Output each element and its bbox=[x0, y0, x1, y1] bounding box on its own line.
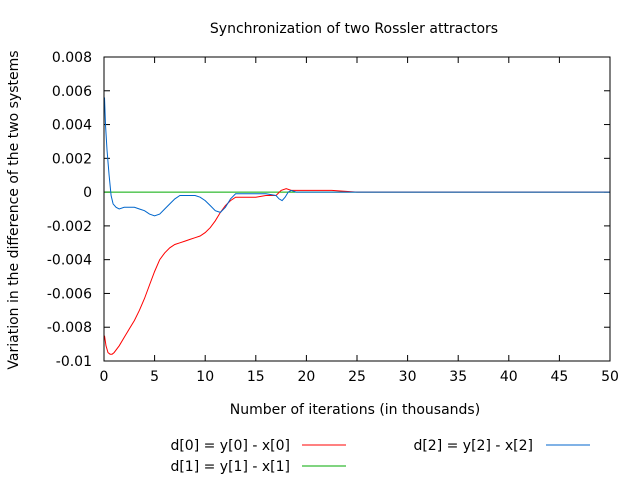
legend-label-1: d[1] = y[1] - x[1] bbox=[170, 459, 290, 475]
x-tick-label: 0 bbox=[100, 369, 109, 385]
y-tick-label: -0.006 bbox=[47, 286, 92, 302]
series-line-0 bbox=[104, 188, 610, 355]
y-tick-label: 0 bbox=[83, 185, 92, 201]
y-tick-label: -0.002 bbox=[47, 219, 92, 235]
x-tick-label: 30 bbox=[399, 369, 417, 385]
y-tick-label: 0.008 bbox=[52, 50, 92, 66]
y-tick-label: 0.002 bbox=[52, 151, 92, 167]
x-tick-label: 40 bbox=[500, 369, 518, 385]
x-tick-label: 45 bbox=[550, 369, 568, 385]
legend-label-2: d[2] = y[2] - x[2] bbox=[413, 438, 533, 454]
x-tick-label: 35 bbox=[449, 369, 467, 385]
x-tick-label: 10 bbox=[196, 369, 214, 385]
plot-frame bbox=[103, 56, 611, 362]
x-tick-label: 5 bbox=[150, 369, 159, 385]
y-tick-label: -0.004 bbox=[47, 253, 92, 269]
legend: d[0] = y[0] - x[0] d[1] = y[1] - x[1] d[2]… bbox=[170, 438, 590, 475]
y-axis-label: Variation in the difference of the two s… bbox=[6, 50, 22, 369]
chart-title: Synchronization of two Rossler attractor… bbox=[210, 21, 498, 37]
y-tick-label: 0.006 bbox=[52, 84, 92, 100]
x-tick-label: 15 bbox=[247, 369, 265, 385]
y-tick-label: -0.008 bbox=[47, 320, 92, 336]
x-axis-label: Number of iterations (in thousands) bbox=[230, 402, 480, 418]
legend-label-0: d[0] = y[0] - x[0] bbox=[170, 438, 290, 454]
axis-ticks: 0 5 10 15 20 25 30 35 40 45 50 -0.01 -0.008 -0.006 -0.… bbox=[47, 50, 619, 385]
plot-series bbox=[104, 97, 610, 355]
x-tick-label: 20 bbox=[297, 369, 315, 385]
y-tick-label: 0.004 bbox=[52, 118, 92, 134]
x-tick-label: 25 bbox=[348, 369, 366, 385]
y-tick-label: -0.01 bbox=[56, 354, 92, 370]
series-line-2 bbox=[104, 97, 610, 217]
x-tick-label: 50 bbox=[601, 369, 619, 385]
